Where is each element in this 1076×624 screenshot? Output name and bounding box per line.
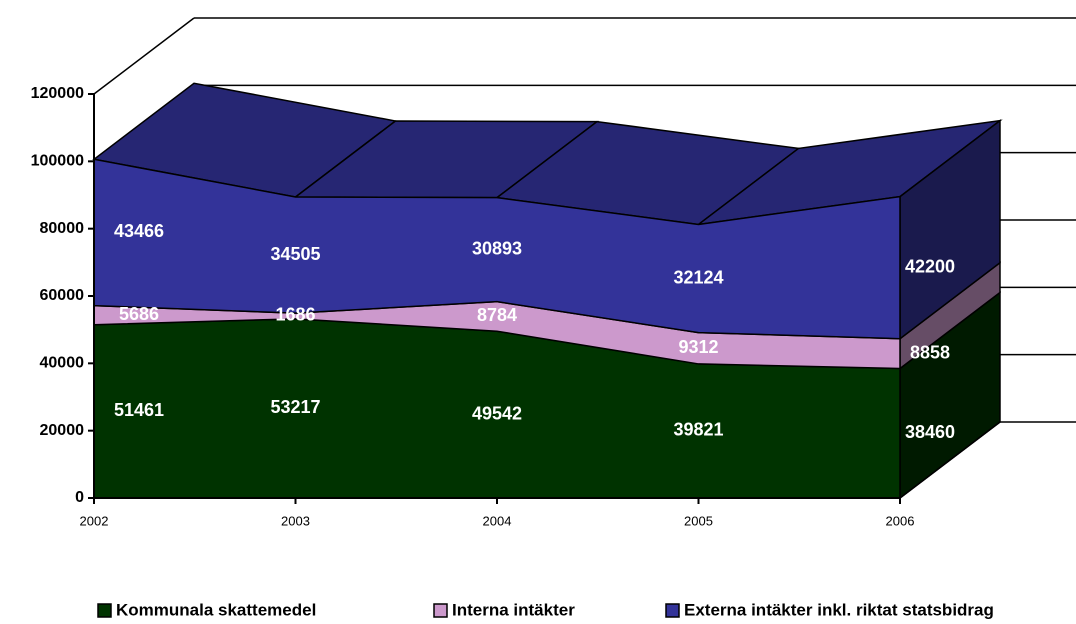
value-label: 9312 bbox=[678, 337, 718, 357]
x-tick-label: 2004 bbox=[483, 513, 512, 528]
value-label: 39821 bbox=[673, 420, 723, 440]
y-tick-label: 60000 bbox=[40, 287, 85, 304]
value-label: 38460 bbox=[905, 422, 955, 442]
floor-edge bbox=[899, 421, 1001, 499]
legend-label: Kommunala skattemedel bbox=[116, 600, 316, 619]
y-tick-label: 100000 bbox=[31, 153, 84, 170]
x-tick-label: 2002 bbox=[80, 513, 109, 528]
legend-swatch bbox=[665, 603, 680, 618]
value-label: 53217 bbox=[270, 397, 320, 417]
y-tick-label: 120000 bbox=[31, 85, 84, 102]
value-label: 43466 bbox=[114, 221, 164, 241]
legend-swatch bbox=[97, 603, 112, 618]
value-label: 5686 bbox=[119, 304, 159, 324]
value-label: 49542 bbox=[472, 403, 522, 423]
area bbox=[93, 158, 901, 340]
value-label: 42200 bbox=[905, 256, 955, 276]
y-tick-label: 80000 bbox=[40, 220, 85, 237]
y-tick-label: 20000 bbox=[40, 422, 85, 439]
legend-swatch bbox=[433, 603, 448, 618]
x-tick-label: 2005 bbox=[684, 513, 713, 528]
legend-label: Externa intäkter inkl. riktat statsbidra… bbox=[684, 600, 994, 619]
value-label: 8858 bbox=[910, 342, 950, 362]
legend-label: Interna intäkter bbox=[452, 600, 575, 619]
y-tick-label: 0 bbox=[75, 489, 84, 506]
wall-line bbox=[93, 17, 195, 95]
x-tick-label: 2003 bbox=[281, 513, 310, 528]
value-label: 51461 bbox=[114, 400, 164, 420]
x-tick-label: 2006 bbox=[886, 513, 915, 528]
value-label: 8784 bbox=[477, 305, 517, 325]
value-label: 1686 bbox=[275, 305, 315, 325]
value-label: 30893 bbox=[472, 238, 522, 258]
value-label: 32124 bbox=[673, 267, 723, 287]
value-label: 34505 bbox=[270, 244, 320, 264]
y-tick-label: 40000 bbox=[40, 355, 85, 372]
